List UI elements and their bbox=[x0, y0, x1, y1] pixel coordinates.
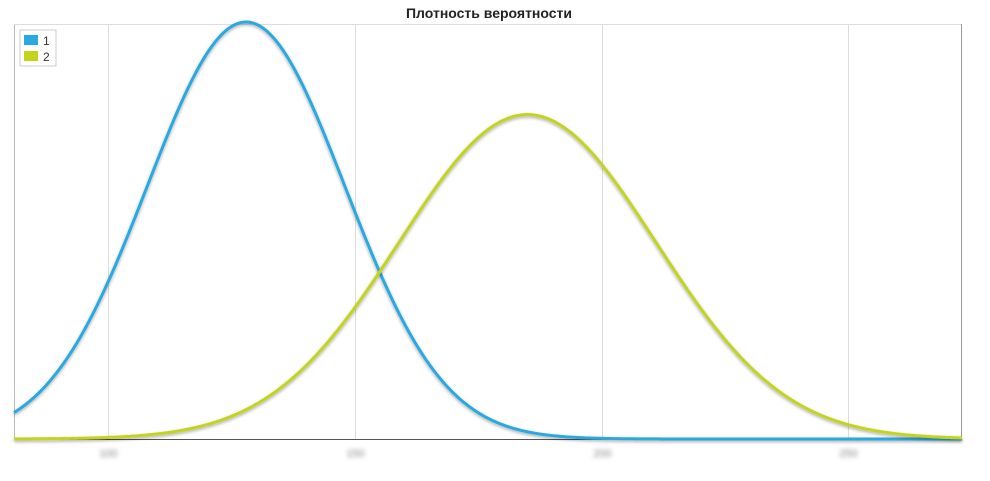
legend-label-1: 1 bbox=[43, 34, 50, 48]
x-tick-label-250: 250 bbox=[839, 448, 857, 460]
series-line-1 bbox=[13, 20, 962, 441]
grid-lines bbox=[108, 24, 849, 439]
series-line-2 bbox=[13, 113, 963, 441]
series-lines bbox=[13, 20, 963, 441]
x-tick-label-200: 200 bbox=[593, 448, 611, 460]
legend: 1 2 bbox=[19, 29, 57, 67]
legend-swatch-2 bbox=[24, 51, 38, 61]
legend-label-2: 2 bbox=[43, 50, 50, 64]
plot-area bbox=[13, 20, 963, 441]
x-axis-tick-labels: 100 150 200 250 bbox=[99, 448, 857, 460]
x-tick-label-150: 150 bbox=[346, 448, 364, 460]
chart-title: Плотность вероятности bbox=[406, 5, 572, 21]
legend-swatch-1 bbox=[24, 35, 38, 45]
x-tick-label-100: 100 bbox=[99, 448, 117, 460]
